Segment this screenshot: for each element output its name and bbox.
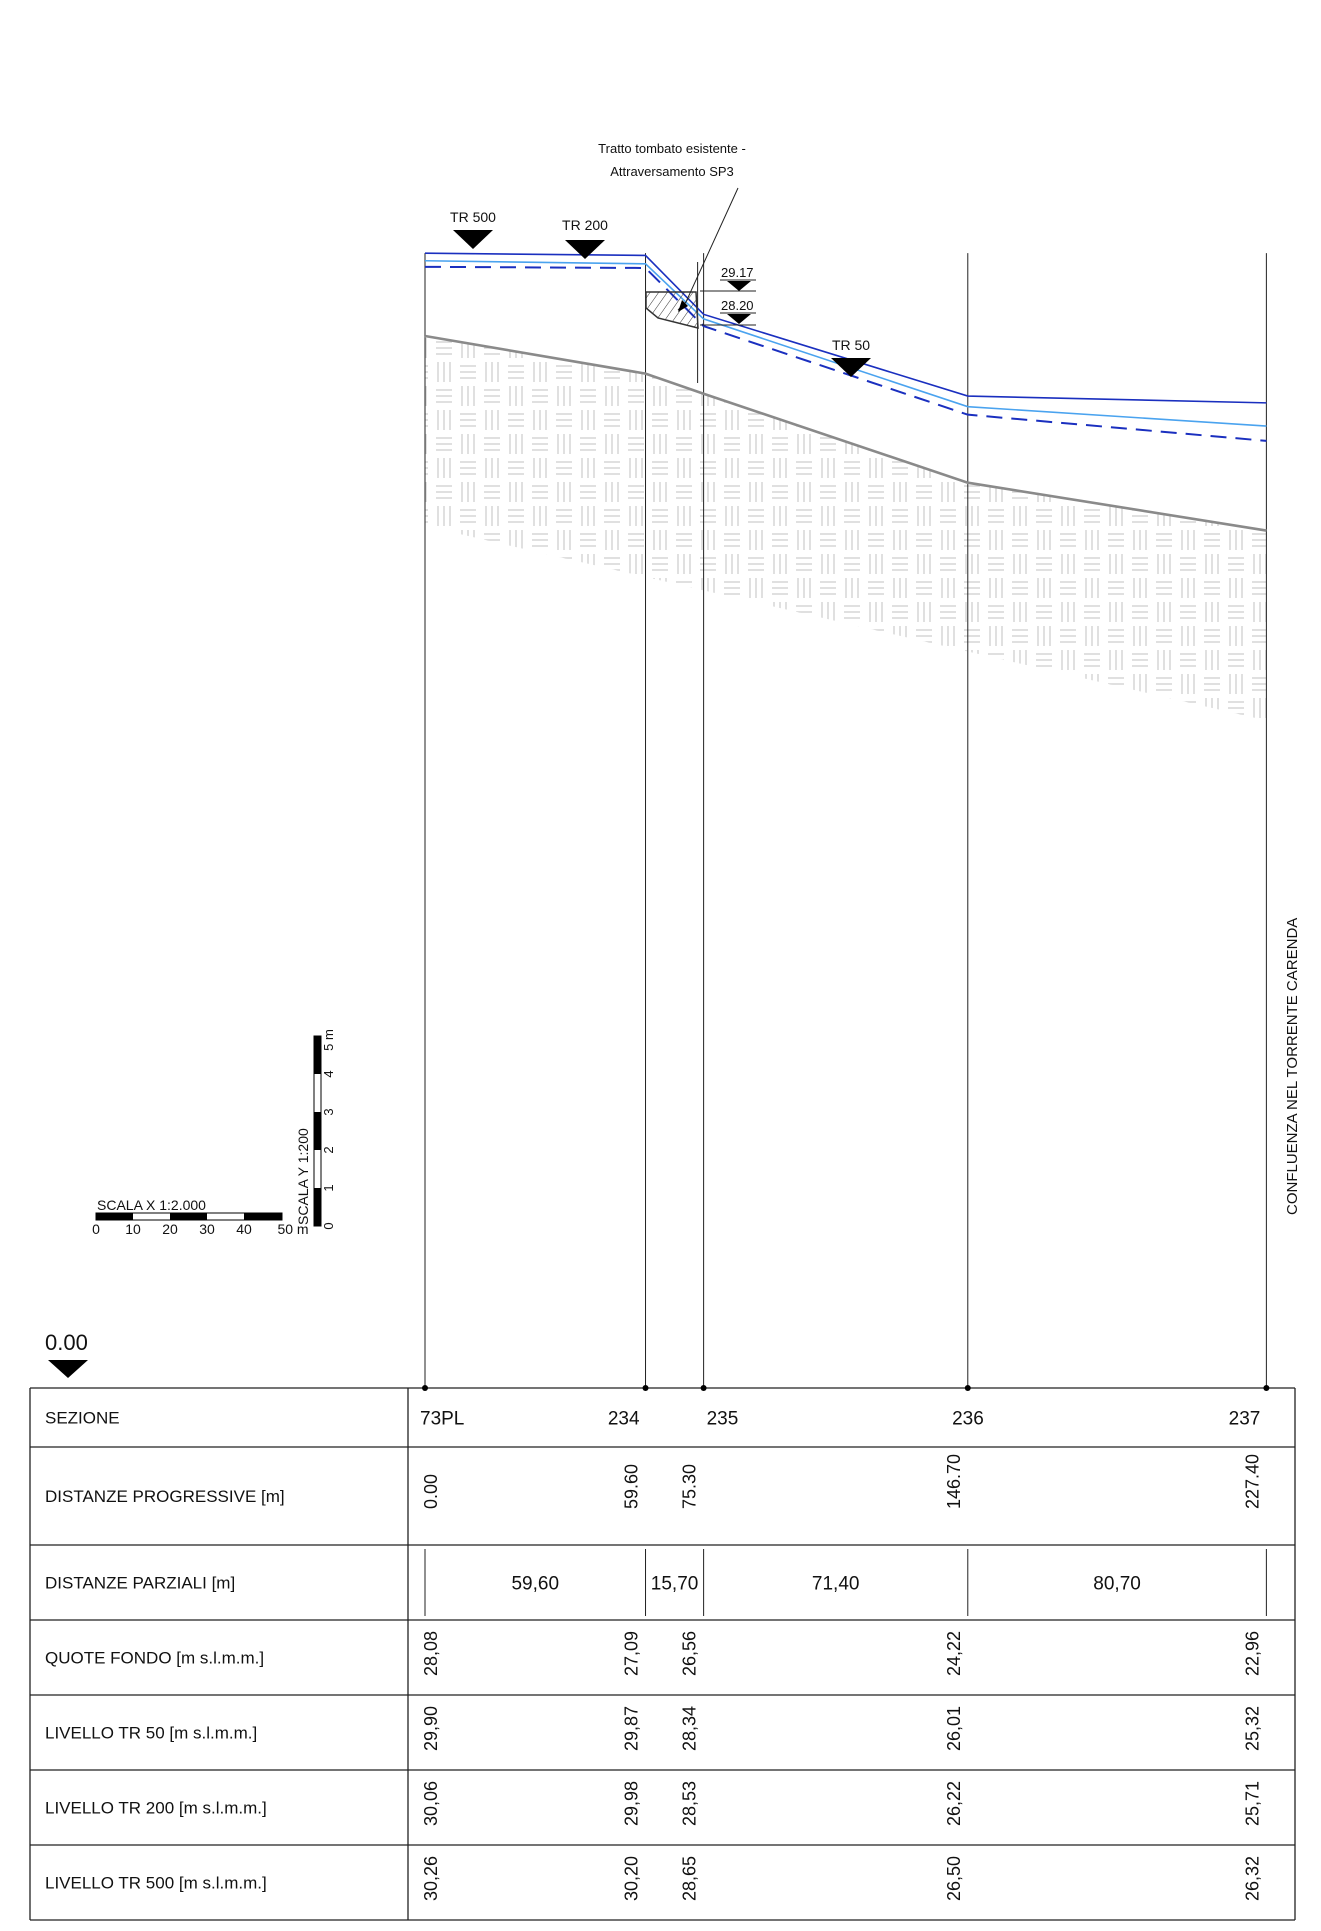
table-cell: 30,26 bbox=[421, 1856, 441, 1901]
table-cell: 80,70 bbox=[1093, 1574, 1141, 1595]
leader-arrow-icon bbox=[678, 300, 688, 312]
terrain-hatching bbox=[425, 336, 1267, 721]
station-dot bbox=[642, 1385, 649, 1391]
row-label: LIVELLO TR 200 [m s.l.m.m.] bbox=[45, 1799, 267, 1818]
row-label: DISTANZE PARZIALI [m] bbox=[45, 1574, 235, 1593]
culvert-note-line2: Attraversamento SP3 bbox=[610, 164, 734, 179]
row-label: QUOTE FONDO [m s.l.m.m.] bbox=[45, 1649, 264, 1668]
tr500-triangle-icon bbox=[453, 230, 493, 249]
tr500-water-line bbox=[424, 252, 1267, 404]
table-cell: 237 bbox=[1229, 1409, 1261, 1430]
tr200-triangle-icon bbox=[565, 240, 605, 259]
culvert-note-line1: Tratto tombato esistente - bbox=[598, 141, 746, 156]
table-cell: 27,09 bbox=[622, 1631, 642, 1676]
scale-y-tick: 5 m bbox=[321, 1029, 336, 1051]
tr200-label: TR 200 bbox=[562, 217, 608, 233]
tr50-triangle-icon bbox=[831, 358, 871, 377]
table-cell: 29,90 bbox=[421, 1706, 441, 1751]
station-dot bbox=[964, 1385, 971, 1391]
datum-triangle-icon bbox=[48, 1360, 88, 1378]
svg-text:SCALA X 1:2.000: SCALA X 1:2.000 bbox=[97, 1197, 206, 1213]
scale-x-tick: 50 m bbox=[277, 1221, 308, 1237]
table-cell: 28,65 bbox=[680, 1856, 700, 1901]
table-cell: 25,71 bbox=[1242, 1781, 1262, 1826]
station-dot bbox=[700, 1385, 707, 1391]
table-cell: 26,56 bbox=[680, 1631, 700, 1676]
row-label: LIVELLO TR 500 [m s.l.m.m.] bbox=[45, 1874, 267, 1893]
row-label: DISTANZE PROGRESSIVE [m] bbox=[45, 1487, 285, 1506]
table-cell: 73PL bbox=[420, 1409, 464, 1430]
elevation-tag-top: 29.17 bbox=[721, 265, 754, 280]
table-cell: 28,34 bbox=[680, 1706, 700, 1751]
table-cell: 26,22 bbox=[944, 1781, 964, 1826]
tr500-label: TR 500 bbox=[450, 209, 496, 225]
culvert bbox=[645, 291, 699, 329]
table-cell: 235 bbox=[707, 1409, 739, 1430]
elevation-bottom-triangle-icon bbox=[727, 314, 751, 324]
scale-x-tick: 10 bbox=[125, 1221, 141, 1237]
table-cell: 28,53 bbox=[680, 1781, 700, 1826]
table-cell: 29,98 bbox=[622, 1781, 642, 1826]
tr200-water-line bbox=[424, 259, 1267, 427]
table-cell: 28,08 bbox=[421, 1631, 441, 1676]
tr50-water-line bbox=[424, 265, 1267, 442]
table-cell: 59,60 bbox=[511, 1574, 559, 1595]
table-cell: 26,50 bbox=[944, 1856, 964, 1901]
row-label: SEZIONE bbox=[45, 1409, 120, 1428]
row-label: LIVELLO TR 50 [m s.l.m.m.] bbox=[45, 1724, 257, 1743]
scale-x-tick: 20 bbox=[162, 1221, 178, 1237]
table-cell: 59.60 bbox=[622, 1464, 642, 1509]
scale-y-tick: 1 bbox=[321, 1184, 336, 1191]
table-cell: 236 bbox=[952, 1409, 984, 1430]
tr50-label: TR 50 bbox=[832, 337, 870, 353]
side-note-confluence: CONFLUENZA NEL TORRENTE CARENDA bbox=[1284, 918, 1301, 1215]
table-cell: 227.40 bbox=[1242, 1454, 1262, 1509]
elevation-top-triangle-icon bbox=[727, 281, 751, 291]
table-cell: 30,06 bbox=[421, 1781, 441, 1826]
table-cell: 25,32 bbox=[1242, 1706, 1262, 1751]
data-table: SEZIONE 73PL 234 235 236 237 DISTANZE PROGRESS… bbox=[29, 1385, 1296, 1921]
table-cell: 234 bbox=[608, 1409, 640, 1430]
profile-layer bbox=[424, 252, 1267, 1388]
scale-y: SCALA Y 1:200 0 1 2 3 4 5 m bbox=[295, 1029, 336, 1229]
table-cell: 71,40 bbox=[812, 1574, 860, 1595]
elevation-tag-bottom: 28.20 bbox=[721, 298, 754, 313]
table-cell: 29,87 bbox=[622, 1706, 642, 1751]
scale-x: SCALA X 1:2.000 0 10 20 30 40 50 m bbox=[92, 1197, 308, 1237]
scale-y-tick: 4 bbox=[321, 1070, 336, 1077]
table-cell: 26,01 bbox=[944, 1706, 964, 1751]
datum-label: 0.00 bbox=[45, 1330, 88, 1355]
scale-y-tick: 3 bbox=[321, 1108, 336, 1115]
scale-x-tick: 30 bbox=[199, 1221, 215, 1237]
scale-y-tick: 0 bbox=[321, 1222, 336, 1229]
station-dot bbox=[422, 1385, 428, 1391]
table-cell: 146.70 bbox=[944, 1454, 964, 1509]
table-cell: 30,20 bbox=[622, 1856, 642, 1901]
scale-x-tick: 40 bbox=[236, 1221, 252, 1237]
table-cell: 26,32 bbox=[1242, 1856, 1262, 1901]
ground-profile-line bbox=[424, 334, 1267, 532]
station-dot bbox=[1263, 1385, 1270, 1391]
scale-y-tick: 2 bbox=[321, 1146, 336, 1153]
table-cell: 75.30 bbox=[680, 1464, 700, 1509]
table-cell: 24,22 bbox=[944, 1631, 964, 1676]
table-cell: 22,96 bbox=[1242, 1631, 1262, 1676]
table-cell: 0.00 bbox=[421, 1474, 441, 1509]
svg-text:SCALA Y 1:200: SCALA Y 1:200 bbox=[295, 1128, 311, 1225]
scale-x-tick: 0 bbox=[92, 1221, 100, 1237]
table-cell: 15,70 bbox=[651, 1574, 699, 1595]
